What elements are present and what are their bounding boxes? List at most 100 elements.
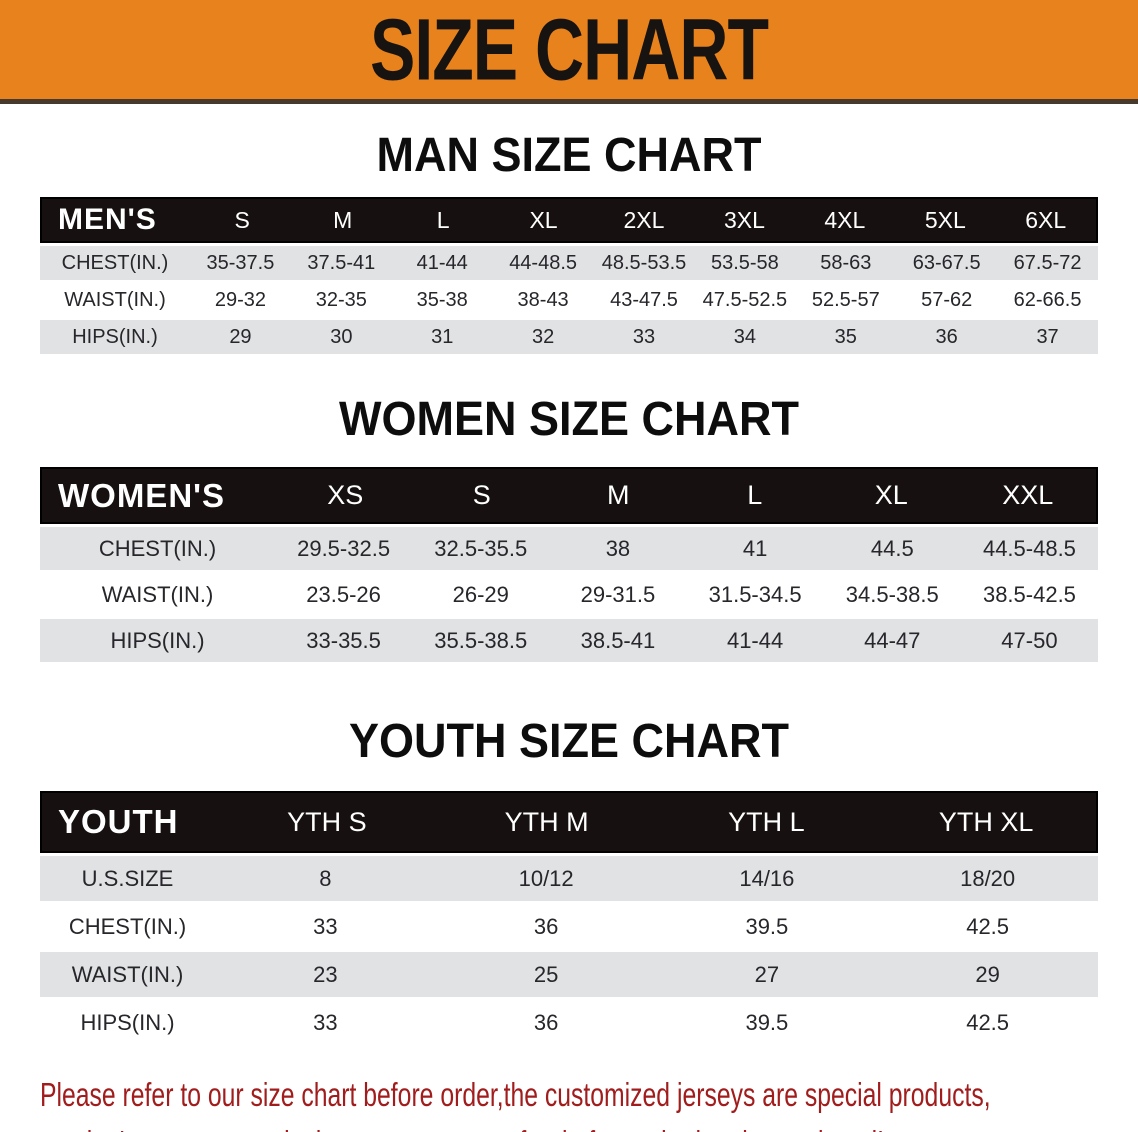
size-value-cell: 26-29 [452,581,509,607]
column-header: XL [529,206,558,233]
youth-section-heading: YOUTH SIZE CHART [348,712,789,769]
row-label: WAIST(IN.) [64,288,166,311]
column-header: 4XL [824,206,866,233]
size-value-cell: 62-66.5 [1013,288,1082,311]
size-value-cell: 36 [533,1009,559,1035]
men-table-header: MEN'S S M L XL 2XL 3XL 4XL 5XL 6XL [40,197,1098,243]
row-label: WAIST(IN.) [71,961,184,987]
size-value-cell: 23.5-26 [306,581,381,607]
size-value-cell: 32-35 [315,288,367,311]
women-size-table: WOMEN'S XS S M L XL XXL CHEST(IN.) 29.5-32.5 32.5… [40,467,1098,662]
size-value-cell: 32 [531,325,555,348]
table-row: HIPS(IN.) 33 36 39.5 42.5 [40,1000,1098,1045]
size-value-cell: 37.5-41 [307,251,376,274]
size-value-cell: 63-67.5 [912,251,981,274]
size-value-cell: 33 [313,913,338,939]
size-value-cell: 39.5 [745,1009,789,1035]
size-value-cell: 38 [605,535,631,561]
column-header: YTH M [504,806,589,837]
size-value-cell: 38-43 [517,288,569,311]
size-value-cell: 41 [742,535,768,561]
size-value-cell: 35-38 [416,288,468,311]
men-section-heading: MAN SIZE CHART [376,126,762,183]
table-row: HIPS(IN.) 33-35.5 35.5-38.5 38.5-41 41-44 44-… [40,619,1098,662]
table-row: CHEST(IN.) 33 36 39.5 42.5 [40,904,1098,949]
size-value-cell: 44.5-48.5 [982,535,1076,561]
size-value-cell: 39.5 [745,913,789,939]
disclaimer-line-1: Please refer to our size chart before or… [40,1076,991,1113]
size-value-cell: 52.5-57 [811,288,880,311]
column-header: 2XL [623,206,665,233]
table-row: WAIST(IN.) 23.5-26 26-29 29-31.5 31.5-34.5 34… [40,573,1098,616]
size-value-cell: 31.5-34.5 [708,581,802,607]
column-header: M [607,480,630,510]
column-header: XS [327,480,364,510]
size-chart-title: SIZE CHART [370,0,769,99]
size-value-cell: 41-44 [416,251,468,274]
size-value-cell: 33-35.5 [306,627,381,653]
column-header: L [436,206,450,233]
column-header: S [472,480,491,510]
column-header: S [234,206,250,233]
size-value-cell: 35 [834,325,857,348]
size-value-cell: 57-62 [921,288,973,311]
row-label: CHEST(IN.) [98,535,217,561]
table-row: U.S.SIZE 8 10/12 14/16 18/20 [40,856,1098,901]
size-value-cell: 48.5-53.5 [601,251,687,274]
size-value-cell: 44.5 [870,535,914,561]
size-value-cell: 29-31.5 [580,581,656,607]
size-value-cell: 23 [313,961,338,987]
size-value-cell: 47-50 [1001,627,1058,653]
size-value-cell: 32.5-35.5 [434,535,528,561]
size-value-cell: 29 [975,961,1000,987]
size-value-cell: 67.5-72 [1013,251,1082,274]
size-value-cell: 30 [330,325,353,348]
size-value-cell: 29-32 [214,288,267,311]
header-banner: SIZE CHART [0,0,1138,104]
women-section-heading: WOMEN SIZE CHART [339,390,799,447]
column-header: L [747,480,763,510]
table-row: CHEST(IN.) 35-37.5 37.5-41 41-44 44-48.5 48.5… [40,246,1098,280]
youth-table-header: YOUTH YTH S YTH M YTH L YTH XL [40,791,1098,853]
column-header: XXL [1002,480,1054,510]
size-value-cell: 27 [754,961,780,987]
table-row: HIPS(IN.) 29 30 31 32 33 34 35 36 37 [40,320,1098,354]
column-header: 3XL [723,206,765,233]
size-value-cell: 53.5-58 [710,251,779,274]
table-corner-label: WOMEN'S [58,476,226,514]
size-value-cell: 35.5-38.5 [434,627,528,653]
size-value-cell: 43-47.5 [610,288,678,311]
row-label: HIPS(IN.) [110,627,205,653]
size-value-cell: 38.5-41 [580,627,656,653]
size-value-cell: 34 [733,325,757,348]
row-label: CHEST(IN.) [68,913,187,939]
size-value-cell: 36 [935,325,958,348]
men-size-chart-section: MAN SIZE CHART MEN'S S M L XL 2XL 3XL 4XL 5XL 6XL… [0,126,1138,354]
column-header: 5XL [924,206,966,233]
table-corner-label: YOUTH [58,803,179,840]
size-value-cell: 33 [632,325,656,348]
column-header: YTH XL [938,806,1034,837]
size-value-cell: 44-48.5 [509,251,578,274]
size-value-cell: 37 [1036,325,1059,348]
table-corner-label: MEN'S [58,203,157,236]
column-header: YTH S [287,806,367,837]
size-value-cell: 29.5-32.5 [297,535,391,561]
youth-size-chart-section: YOUTH SIZE CHART YOUTH YTH S YTH M YTH L YTH… [0,712,1138,1045]
row-label: HIPS(IN.) [80,1009,175,1035]
size-value-cell: 31 [431,325,454,348]
column-header: XL [874,480,908,510]
size-value-cell: 8 [319,865,332,891]
table-row: WAIST(IN.) 23 25 27 29 [40,952,1098,997]
disclaimer-line-2: we don't accept cancel, change, teturn o… [40,1119,884,1132]
column-header: YTH L [728,806,805,837]
women-table-header: WOMEN'S XS S M L XL XXL [40,467,1098,524]
table-row: CHEST(IN.) 29.5-32.5 32.5-35.5 38 41 44.5 44.5… [40,527,1098,570]
size-value-cell: 41-44 [726,627,784,653]
size-value-cell: 58-63 [820,251,872,274]
row-label: U.S.SIZE [81,865,174,891]
row-label: WAIST(IN.) [101,581,214,607]
size-value-cell: 47.5-52.5 [702,288,788,311]
size-value-cell: 44-47 [864,627,921,653]
size-value-cell: 36 [533,913,559,939]
